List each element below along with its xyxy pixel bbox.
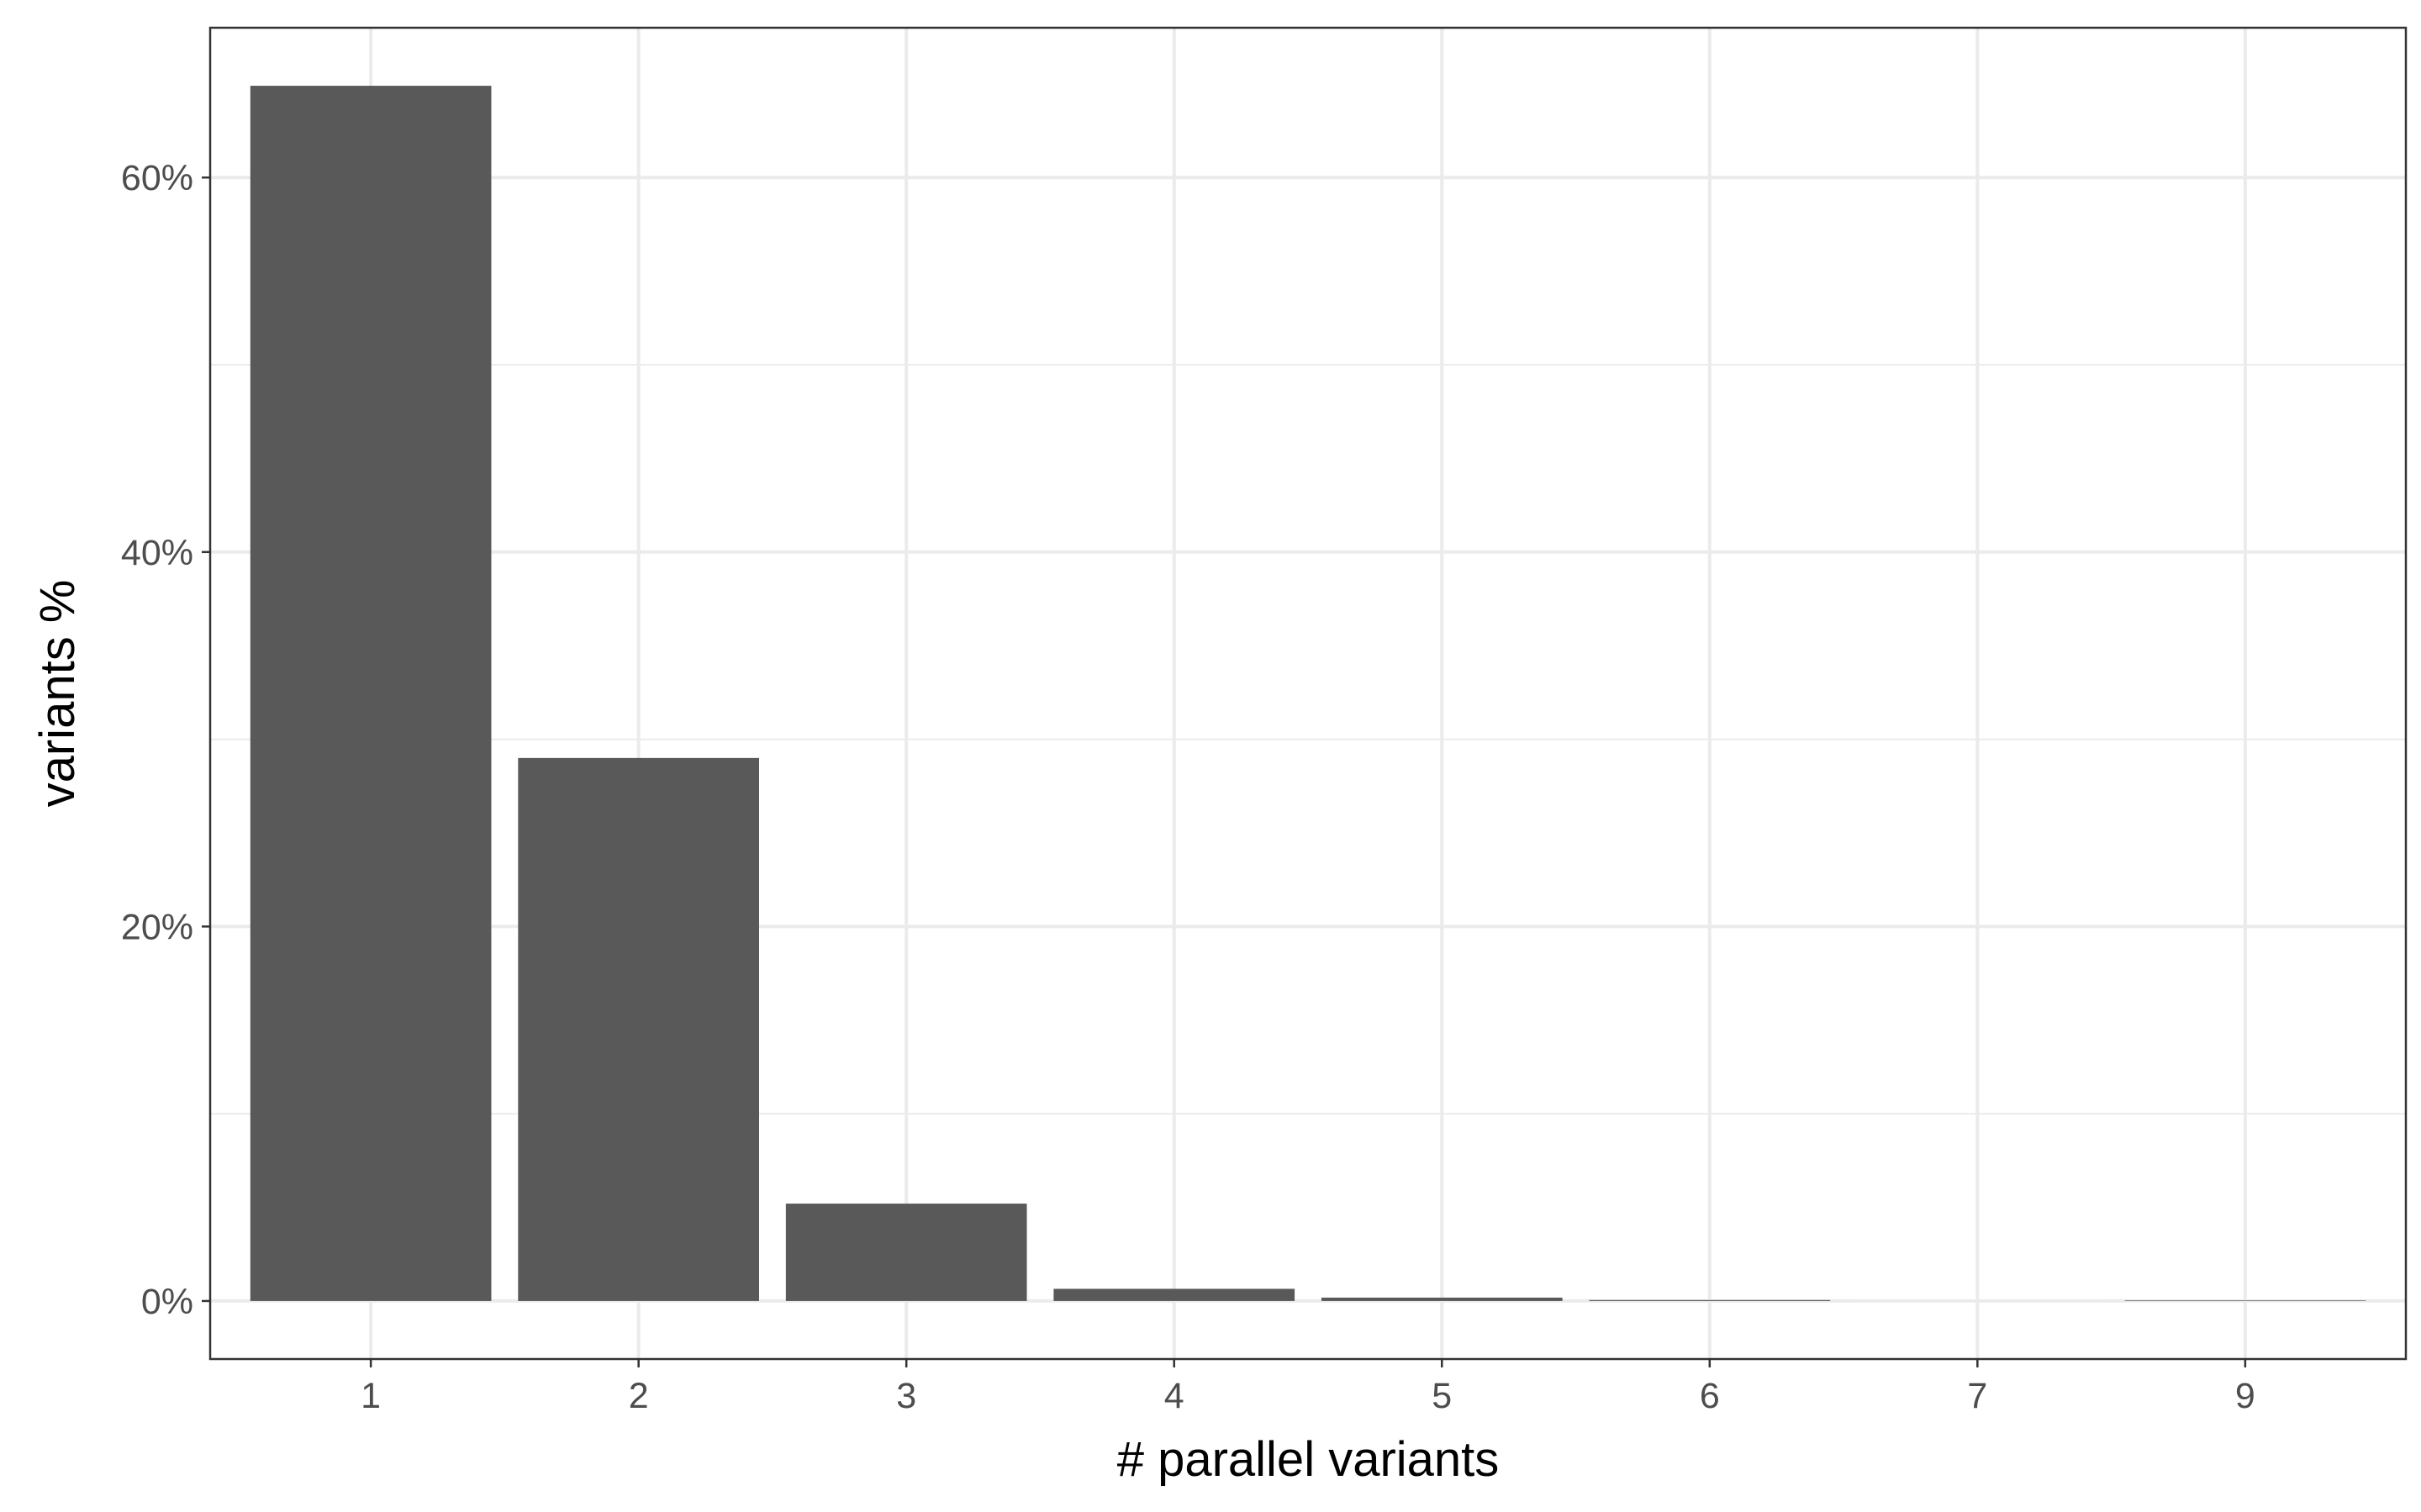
bar-6 xyxy=(1589,1299,1831,1301)
bar-9 xyxy=(2124,1300,2366,1301)
y-tick-label: 40% xyxy=(121,533,193,573)
bar-3 xyxy=(785,1204,1027,1301)
x-axis-ticks: 1 2 3 4 5 6 7 9 xyxy=(361,1359,2255,1416)
y-tick-label: 20% xyxy=(121,907,193,947)
y-tick-label: 0% xyxy=(141,1282,193,1322)
y-axis-title: variants % xyxy=(30,580,85,808)
bar-2 xyxy=(518,757,759,1301)
x-axis-title: # parallel variants xyxy=(1117,1432,1500,1487)
bar-5 xyxy=(1321,1297,1563,1301)
x-tick-label: 3 xyxy=(896,1376,916,1416)
x-tick-label: 2 xyxy=(629,1376,649,1416)
x-tick-label: 6 xyxy=(1700,1376,1720,1416)
x-tick-label: 9 xyxy=(2235,1376,2255,1416)
bar-4 xyxy=(1053,1288,1295,1301)
x-tick-label: 4 xyxy=(1164,1376,1184,1416)
bar-1 xyxy=(250,86,492,1301)
x-tick-label: 7 xyxy=(1967,1376,1987,1416)
x-tick-label: 5 xyxy=(1432,1376,1452,1416)
panel-border xyxy=(208,26,2408,1361)
x-tick-label: 1 xyxy=(361,1376,381,1416)
y-tick-label: 60% xyxy=(121,158,193,198)
y-axis-ticks: 0% 20% 40% 60% xyxy=(121,158,210,1322)
bars xyxy=(250,86,2366,1301)
